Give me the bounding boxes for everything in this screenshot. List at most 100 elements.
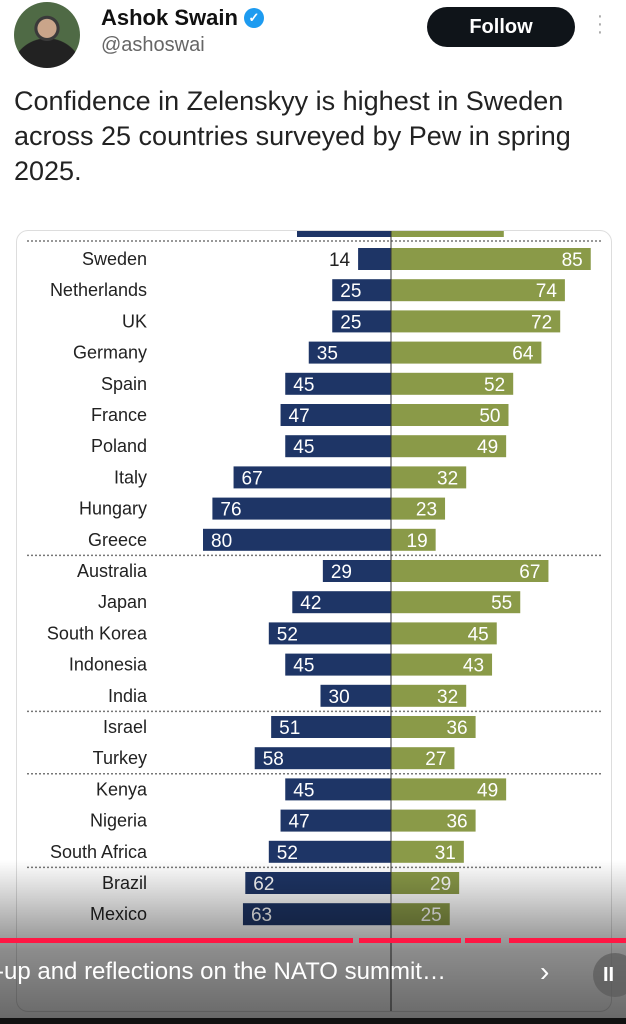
- pause-button[interactable]: II: [593, 953, 626, 997]
- bar-partial: [297, 231, 391, 237]
- bar-confidence: [391, 747, 455, 770]
- category-label: Israel: [103, 717, 147, 737]
- bar-confidence: [391, 591, 521, 614]
- category-label: Italy: [114, 467, 147, 487]
- value-label-confidence: 64: [512, 344, 534, 365]
- value-label-no-confidence: 47: [289, 406, 310, 427]
- value-label-no-confidence: 67: [242, 468, 263, 489]
- category-label: Mexico: [90, 904, 147, 924]
- value-label-confidence: 36: [446, 812, 467, 833]
- bar-confidence: [391, 466, 467, 489]
- bar-confidence: [391, 248, 591, 270]
- bar-no-confidence: [212, 497, 391, 520]
- value-label-no-confidence: 52: [277, 843, 298, 864]
- value-label-confidence: 23: [416, 500, 437, 521]
- bar-no-confidence: [271, 716, 391, 738]
- bar-confidence: [391, 404, 509, 426]
- bar-no-confidence: [285, 372, 391, 395]
- value-label-no-confidence: 51: [279, 718, 300, 739]
- author-name-text: Ashok Swain: [101, 5, 238, 30]
- bar-no-confidence: [285, 435, 391, 458]
- category-label: Germany: [73, 343, 147, 363]
- bar-confidence: [391, 653, 493, 676]
- bar-no-confidence: [358, 248, 391, 270]
- bar-confidence: [391, 372, 514, 395]
- bar-confidence: [391, 622, 497, 645]
- progress-bar[interactable]: [0, 938, 626, 943]
- value-label-confidence: 52: [484, 375, 505, 396]
- value-label-no-confidence: 25: [340, 281, 361, 302]
- bar-confidence: [391, 435, 507, 458]
- bar-confidence: [391, 716, 476, 738]
- category-label: India: [108, 686, 148, 706]
- bar-no-confidence: [280, 809, 391, 832]
- more-options-icon[interactable]: · · ·: [596, 5, 604, 43]
- author-handle[interactable]: @ashoswai: [101, 34, 205, 56]
- bar-confidence: [391, 778, 507, 801]
- bar-no-confidence: [254, 747, 391, 770]
- category-label: Japan: [98, 592, 147, 612]
- bar-no-confidence: [332, 310, 391, 333]
- value-label-confidence: 74: [536, 281, 558, 302]
- category-label: Turkey: [93, 748, 147, 768]
- video-caption[interactable]: -up and reflections on the NATO summit…: [0, 958, 446, 985]
- author-name[interactable]: Ashok Swain ✓: [101, 5, 264, 31]
- bottom-bar: [0, 1018, 626, 1024]
- value-label-no-confidence: 14: [329, 250, 351, 271]
- bar-no-confidence: [320, 684, 391, 707]
- value-label-no-confidence: 35: [317, 344, 338, 365]
- value-label-confidence: 67: [519, 562, 540, 583]
- avatar[interactable]: [14, 2, 80, 68]
- value-label-confidence: 85: [562, 250, 583, 271]
- diverging-bar-chart: Sweden 14 85 Netherlands 25 74 UK 25 72 Germany 35…: [27, 231, 601, 1011]
- value-label-confidence: 19: [407, 531, 428, 552]
- category-label: South Korea: [47, 623, 148, 643]
- value-label-no-confidence: 30: [329, 687, 350, 708]
- value-label-no-confidence: 45: [293, 437, 314, 458]
- value-label-confidence: 43: [463, 656, 484, 677]
- bar-no-confidence: [280, 404, 391, 426]
- bar-confidence: [391, 560, 549, 582]
- value-label-no-confidence: 42: [300, 593, 321, 614]
- value-label-confidence: 55: [491, 593, 512, 614]
- bar-confidence: [391, 528, 436, 551]
- value-label-confidence: 25: [421, 905, 442, 926]
- value-label-confidence: 45: [468, 624, 489, 645]
- value-label-no-confidence: 62: [253, 874, 274, 895]
- bar-no-confidence: [285, 653, 391, 676]
- chart-card[interactable]: Sweden 14 85 Netherlands 25 74 UK 25 72 Germany 35…: [16, 230, 612, 1012]
- value-label-no-confidence: 80: [211, 531, 232, 552]
- bar-confidence: [391, 809, 476, 832]
- bar-no-confidence: [332, 279, 391, 302]
- value-label-no-confidence: 45: [293, 375, 314, 396]
- value-label-no-confidence: 45: [293, 656, 314, 677]
- category-label: Nigeria: [90, 811, 148, 831]
- value-label-confidence: 27: [425, 749, 446, 770]
- value-label-no-confidence: 25: [340, 312, 361, 333]
- value-label-no-confidence: 52: [277, 624, 298, 645]
- bar-confidence: [391, 310, 561, 333]
- category-label: Kenya: [96, 779, 148, 799]
- category-label: Indonesia: [69, 655, 148, 675]
- category-label: South Africa: [50, 842, 148, 862]
- bar-confidence: [391, 341, 542, 364]
- bar-partial: [391, 231, 504, 237]
- value-label-confidence: 72: [531, 312, 552, 333]
- bar-confidence: [391, 279, 565, 302]
- bar-no-confidence: [308, 341, 391, 364]
- bar-no-confidence: [322, 560, 391, 582]
- bar-no-confidence: [203, 528, 391, 551]
- value-label-confidence: 49: [477, 437, 498, 458]
- value-label-no-confidence: 29: [331, 562, 352, 583]
- bar-no-confidence: [268, 840, 391, 863]
- bar-confidence: [391, 497, 446, 520]
- value-label-no-confidence: 63: [251, 905, 272, 926]
- value-label-confidence: 50: [479, 406, 500, 427]
- bar-confidence: [391, 684, 467, 707]
- chevron-right-icon[interactable]: ›: [540, 956, 550, 987]
- follow-button[interactable]: Follow: [427, 7, 575, 47]
- value-label-confidence: 36: [446, 718, 467, 739]
- category-label: Australia: [77, 561, 148, 581]
- bar-no-confidence: [285, 778, 391, 801]
- value-label-confidence: 29: [430, 874, 451, 895]
